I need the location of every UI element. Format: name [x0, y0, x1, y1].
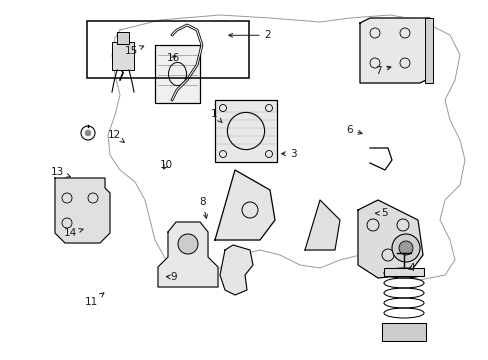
Text: 8: 8 [199, 197, 207, 219]
Polygon shape [215, 170, 274, 240]
Circle shape [85, 130, 91, 136]
Bar [112, 42, 134, 70]
Text: 12: 12 [107, 130, 124, 142]
Bar [215, 100, 276, 162]
Bar [117, 32, 129, 44]
Polygon shape [158, 222, 218, 287]
Text: 10: 10 [160, 160, 172, 170]
Text: 1: 1 [210, 109, 222, 123]
Bar [383, 268, 423, 276]
Text: 14: 14 [63, 228, 83, 238]
Circle shape [178, 234, 198, 254]
Bar [424, 18, 432, 83]
Bar [155, 45, 200, 103]
Text: 11: 11 [85, 293, 103, 307]
Polygon shape [359, 18, 429, 83]
Text: 13: 13 [51, 167, 70, 177]
Text: 4: 4 [407, 263, 415, 273]
Bar [87, 21, 249, 78]
Polygon shape [55, 178, 110, 243]
Text: 16: 16 [166, 53, 180, 63]
Text: 5: 5 [375, 208, 387, 219]
Text: 2: 2 [228, 30, 271, 40]
Bar [381, 323, 425, 341]
Text: 7: 7 [374, 66, 390, 76]
Polygon shape [357, 200, 422, 278]
Text: 6: 6 [345, 125, 361, 135]
Circle shape [398, 241, 412, 255]
Circle shape [391, 234, 419, 262]
Text: 15: 15 [124, 46, 143, 56]
Polygon shape [305, 200, 339, 250]
Text: 9: 9 [166, 272, 177, 282]
Text: 3: 3 [281, 149, 296, 159]
Polygon shape [220, 245, 252, 295]
